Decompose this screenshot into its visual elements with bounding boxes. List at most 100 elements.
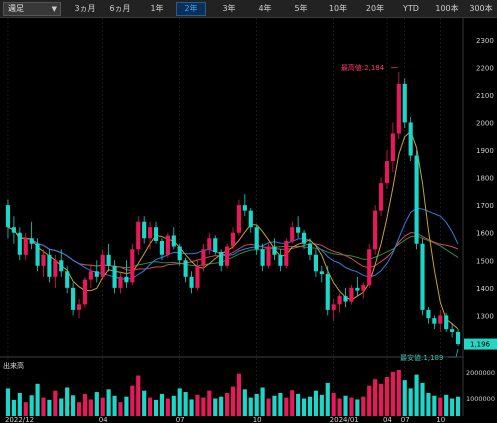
candle-body [59,260,64,272]
volume-bar [47,399,52,416]
candle [207,232,212,255]
candle [165,232,170,258]
volume-bar [148,397,153,416]
volume-bar [284,397,289,416]
candle [94,260,99,283]
candle-body [82,279,88,305]
candle [444,312,449,332]
candle-body [331,304,336,310]
candle-body [248,210,253,228]
volume-bar [94,392,99,416]
candle-body [213,238,218,253]
volume-axis: 2000000 1000000 [466,369,495,403]
range-button-3y[interactable]: 3年 [222,4,236,13]
volume-bar [29,395,34,416]
candle [290,221,295,244]
time-tick-label: 2024/01 [330,416,359,423]
volume-bar [23,402,28,416]
volume-bar [242,389,247,416]
range-button-ytd[interactable]: YTD [403,4,419,13]
volume-bar [426,393,431,416]
range-button-4y[interactable]: 4年 [258,4,272,13]
volume-bars [5,370,461,416]
candle-body [112,265,117,288]
candle-body [201,249,206,266]
candle [82,276,88,308]
candle [420,238,425,316]
candle [225,243,230,269]
current-price-text: 1,196 [470,341,491,349]
candle [343,287,348,308]
time-tick-label: 07 [176,416,185,423]
range-button-10y[interactable]: 10年 [328,4,348,13]
volume-bar [71,395,76,416]
high-price-label: 最高値:2,184 [341,63,385,72]
volume-bar [384,376,390,416]
candle [130,243,135,286]
candle [248,207,253,233]
candle-body [76,304,82,310]
range-button-100[interactable]: 100本 [435,4,459,13]
range-button-20y[interactable]: 20年 [365,4,385,13]
candle [278,249,283,272]
candle [242,194,247,217]
candle [171,227,176,250]
candle [414,150,419,250]
volume-bar [213,398,218,416]
candle [367,243,372,288]
candle-body [88,271,93,280]
volume-bar [325,382,330,416]
candle [390,122,395,173]
range-button-1y[interactable]: 1年 [150,4,164,13]
candle-body [11,227,16,233]
candle [65,265,70,294]
candle-body [337,296,342,305]
volume-bar [349,397,354,416]
candle [426,307,431,324]
candle [47,249,52,283]
candle-body [5,205,11,228]
range-button-5y[interactable]: 5年 [294,4,308,13]
price-tick-label: 1800 [476,175,494,183]
period-select[interactable]: 週足 ▼ [3,2,61,16]
candle-body [296,227,301,233]
candle [100,249,105,280]
range-button-2y[interactable]: 2年 [176,2,206,16]
volume-tick-label: 2000000 [466,369,495,377]
candle-body [47,254,52,277]
price-tick-label: 1500 [476,257,494,265]
range-button-300[interactable]: 300本 [469,4,493,13]
stock-chart[interactable]: 2300 2200 2100 2000 1900 1800 1700 1600 1500 1400… [0,18,497,423]
candle-body [17,232,22,255]
volume-bar [124,396,129,416]
candle-body [455,331,461,345]
range-button-6m[interactable]: 6ヵ月 [109,4,131,13]
candle-body [384,161,390,184]
candle-body [426,309,431,319]
candle-body [284,240,289,266]
candle [296,216,301,239]
candle-body [106,254,111,266]
candle [337,293,342,313]
volume-bar [260,387,265,416]
candle [236,199,241,236]
volume-bar [207,390,212,416]
candle-body [219,252,224,266]
volume-bar [319,394,324,416]
candle-body [408,122,413,156]
volume-bar [254,393,259,416]
candle-body [142,221,147,239]
candle-body [307,243,313,255]
candle [254,224,259,255]
candle [432,315,437,330]
candle [183,257,188,283]
candle-body [325,274,330,310]
volume-bar [225,393,230,416]
candle-body [343,296,348,302]
range-button-3m[interactable]: 3ヵ月 [74,4,96,13]
volume-bar [390,371,395,416]
candle [17,227,22,261]
candle-body [225,246,230,266]
candle [23,232,28,261]
volume-bar [414,374,419,416]
